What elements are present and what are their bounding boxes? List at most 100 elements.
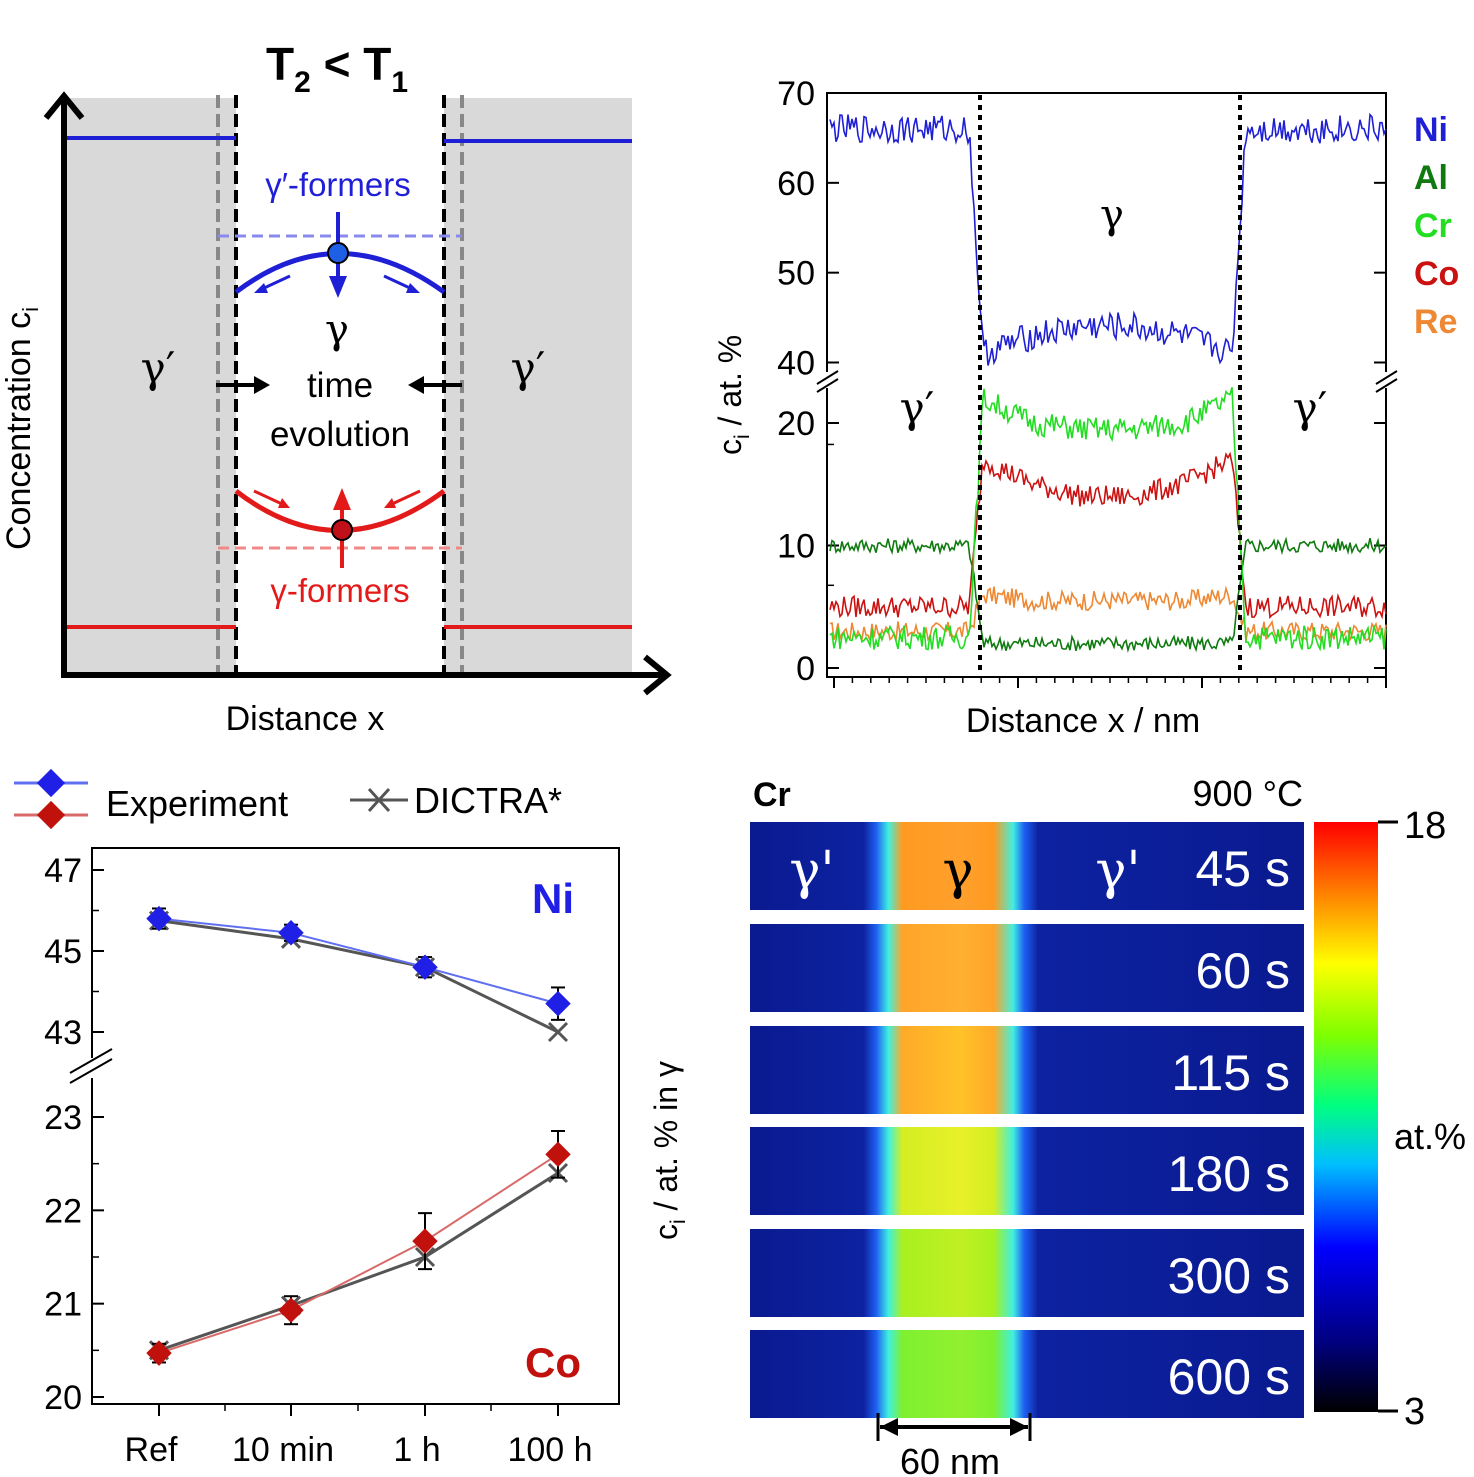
gamma-label-b: γ [1100, 192, 1124, 238]
red-arrow-left [253, 489, 283, 506]
y-tick-label: 70 [777, 75, 815, 113]
x-tick-label: 100 h [507, 1431, 592, 1469]
time-label: 60 s [1195, 943, 1290, 999]
y-tick-label: 50 [777, 255, 815, 293]
dictra-point [547, 1021, 569, 1043]
gamma-prime-label-a-left: γ′ [141, 343, 176, 392]
panel-b-profile-chart: 70 60 50 40 20 10 0 ci / at. % Distance x / nm… [712, 75, 1459, 740]
legend-dictra-label: DICTRA* [414, 780, 562, 821]
gamma-prime-formers-label: γ′-formers [265, 166, 411, 203]
evolution-label: evolution [270, 415, 410, 454]
panel-b-ylabel: ci / at. % [712, 335, 754, 455]
experiment-line [158, 917, 559, 1005]
experiment-point [278, 920, 304, 946]
panel-a-xlabel: Distance x [226, 700, 385, 738]
scale-bar-label: 60 nm [900, 1441, 1000, 1477]
cr-map-4 [750, 1229, 1304, 1317]
legend-experiment-label: Experiment [106, 783, 288, 824]
y-tick-label: 47 [44, 852, 82, 890]
red-arrowhead-left [278, 498, 290, 508]
panel-a-y-arrowhead [43, 91, 85, 120]
interface-move-arrowhead-right [408, 376, 424, 394]
blue-arrow-right [383, 274, 413, 291]
series-re-line [829, 585, 1387, 643]
gamma-formers-label: γ-formers [270, 572, 409, 609]
y-tick-label: 40 [777, 345, 815, 383]
panel-c-ticks: 47 45 43 23 22 21 20 Ref 10 min 1 h 100 h [44, 852, 592, 1469]
experiment-point [146, 1340, 172, 1366]
gamma-prime-label-d-left: γ' [789, 841, 834, 901]
y-tick-label: 10 [777, 528, 815, 566]
y-tick-label: 20 [44, 1379, 82, 1417]
red-arrowhead-right [384, 498, 396, 508]
series-ni-line [829, 112, 1387, 366]
temperature-label: 900 °C [1193, 773, 1303, 814]
gamma-prime-region-left [64, 98, 236, 675]
y-tick-label: 20 [777, 405, 815, 443]
y-tick-label: 60 [777, 165, 815, 203]
gamma-prime-region-right [444, 98, 632, 675]
blue-marker [327, 242, 349, 264]
interface-move-arrowhead-left [254, 376, 270, 394]
map-stack: 45 s 60 s 115 s 180 s 300 s 600 s γ' γ γ' [750, 822, 1304, 1418]
blue-arrow-left [261, 274, 291, 291]
time-label: 600 s [1168, 1349, 1290, 1405]
scale-bar-arrow-left [880, 1418, 898, 1436]
dictra-line [158, 1171, 559, 1352]
break-mark-left-1 [816, 370, 839, 385]
panel-b-xlabel: Distance x / nm [966, 702, 1200, 740]
gamma-prime-label-d-right: γ' [1095, 841, 1140, 901]
dictra-line [158, 919, 559, 1034]
panel-b-series [829, 112, 1387, 653]
panel-c-frame [91, 847, 620, 1405]
panel-a-x-arrowhead [643, 654, 672, 696]
legend-ni: Ni [1414, 111, 1448, 149]
legend-experiment-red-marker [36, 800, 66, 830]
experiment-point [545, 1141, 571, 1168]
time-label: 45 s [1195, 841, 1290, 897]
legend-dictra-marker [367, 787, 391, 813]
y-tick-label: 0 [796, 650, 815, 688]
blue-arrowhead [329, 276, 347, 298]
colorbar-min-label: 3 [1404, 1391, 1425, 1433]
legend-co: Co [1414, 255, 1459, 293]
y-tick-label: 45 [44, 933, 82, 971]
cr-map-0 [750, 822, 1304, 910]
red-arrow-right [391, 489, 421, 506]
panel-c-break-2 [69, 1058, 113, 1084]
time-label: 180 s [1168, 1146, 1290, 1202]
x-tick-label: 10 min [232, 1431, 334, 1469]
time-label: 115 s [1171, 1045, 1290, 1101]
legend-al: Al [1414, 159, 1448, 197]
gamma-prime-label-b-left: γ′ [900, 383, 935, 432]
break-mark-right-2 [1375, 378, 1398, 393]
panel-c-ylabel: ci / at. % in γ [648, 1061, 690, 1240]
panel-c-break-1 [69, 1048, 113, 1074]
cr-map-2 [750, 1026, 1304, 1114]
panel-b-ytick-labels: 70 60 50 40 20 10 0 [777, 75, 815, 688]
colorbar [1314, 822, 1378, 1412]
element-label: Cr [753, 776, 791, 814]
legend-cr: Cr [1414, 207, 1452, 245]
panel-a-title: T2 < T1 [266, 38, 408, 99]
experiment-point [146, 905, 172, 932]
co-label: Co [525, 1339, 581, 1386]
experiment-point [412, 954, 438, 980]
panel-b-legend: Ni Al Cr Co Re [1414, 111, 1459, 341]
gamma-label-d: γ [942, 841, 973, 901]
panel-d-cr-maps: Cr 900 °C 45 s 60 s 115 s 180 s 300 s 600 s γ'… [750, 773, 1466, 1477]
legend-re: Re [1414, 303, 1457, 341]
legend-experiment-blue-marker [36, 768, 66, 798]
time-label: 300 s [1168, 1248, 1290, 1304]
time-label: time [307, 366, 373, 405]
cr-map-5 [750, 1330, 1304, 1418]
panel-c-evolution-chart: Experiment DICTRA* 47 45 43 23 22 21 20 Ref 10 m… [14, 768, 690, 1469]
panel-a-ylabel: Concentration ci [0, 307, 43, 550]
panel-a-schematic: T2 < T1 Concentration ci Distance x γ′-f… [0, 38, 672, 738]
blue-arrowhead-right [406, 283, 420, 293]
cr-map-3 [750, 1127, 1304, 1215]
ni-label: Ni [532, 875, 574, 922]
series-co-line [829, 451, 1387, 620]
colorbar-max-label: 18 [1404, 805, 1446, 847]
